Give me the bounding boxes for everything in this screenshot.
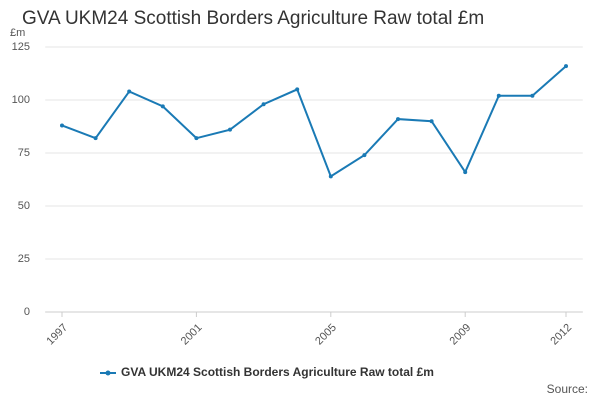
data-point <box>261 102 266 107</box>
y-tick-label: 75 <box>18 147 30 159</box>
data-point <box>127 89 132 94</box>
x-tick-label: 2009 <box>448 322 474 348</box>
y-tick-label: 125 <box>12 41 30 53</box>
y-tick-label: 50 <box>18 200 30 212</box>
data-point <box>194 136 199 141</box>
data-point <box>429 119 434 124</box>
data-point <box>295 87 300 92</box>
chart-title: GVA UKM24 Scottish Borders Agriculture R… <box>22 8 484 29</box>
data-point <box>93 136 98 141</box>
data-point <box>160 104 165 109</box>
legend-label: GVA UKM24 Scottish Borders Agriculture R… <box>121 365 434 379</box>
x-tick-label: 2001 <box>179 322 205 348</box>
y-tick-label: 100 <box>12 94 30 106</box>
data-point <box>328 174 333 179</box>
data-point <box>396 117 400 122</box>
data-point <box>362 153 367 158</box>
y-tick-label: 25 <box>18 253 30 265</box>
y-axis-label: £m <box>10 27 25 39</box>
x-tick-label: 2005 <box>313 322 339 348</box>
legend-marker <box>105 370 111 376</box>
data-point <box>496 93 501 98</box>
y-tick-label: 0 <box>24 306 30 318</box>
series-line <box>61 65 567 178</box>
data-point <box>463 170 468 175</box>
data-point <box>60 123 64 128</box>
data-point <box>564 64 568 69</box>
data-point <box>228 127 232 132</box>
data-point <box>530 93 535 98</box>
source: Source: <box>547 382 588 396</box>
x-tick-label: 1997 <box>44 322 70 348</box>
x-tick-label: 2012 <box>548 322 574 348</box>
